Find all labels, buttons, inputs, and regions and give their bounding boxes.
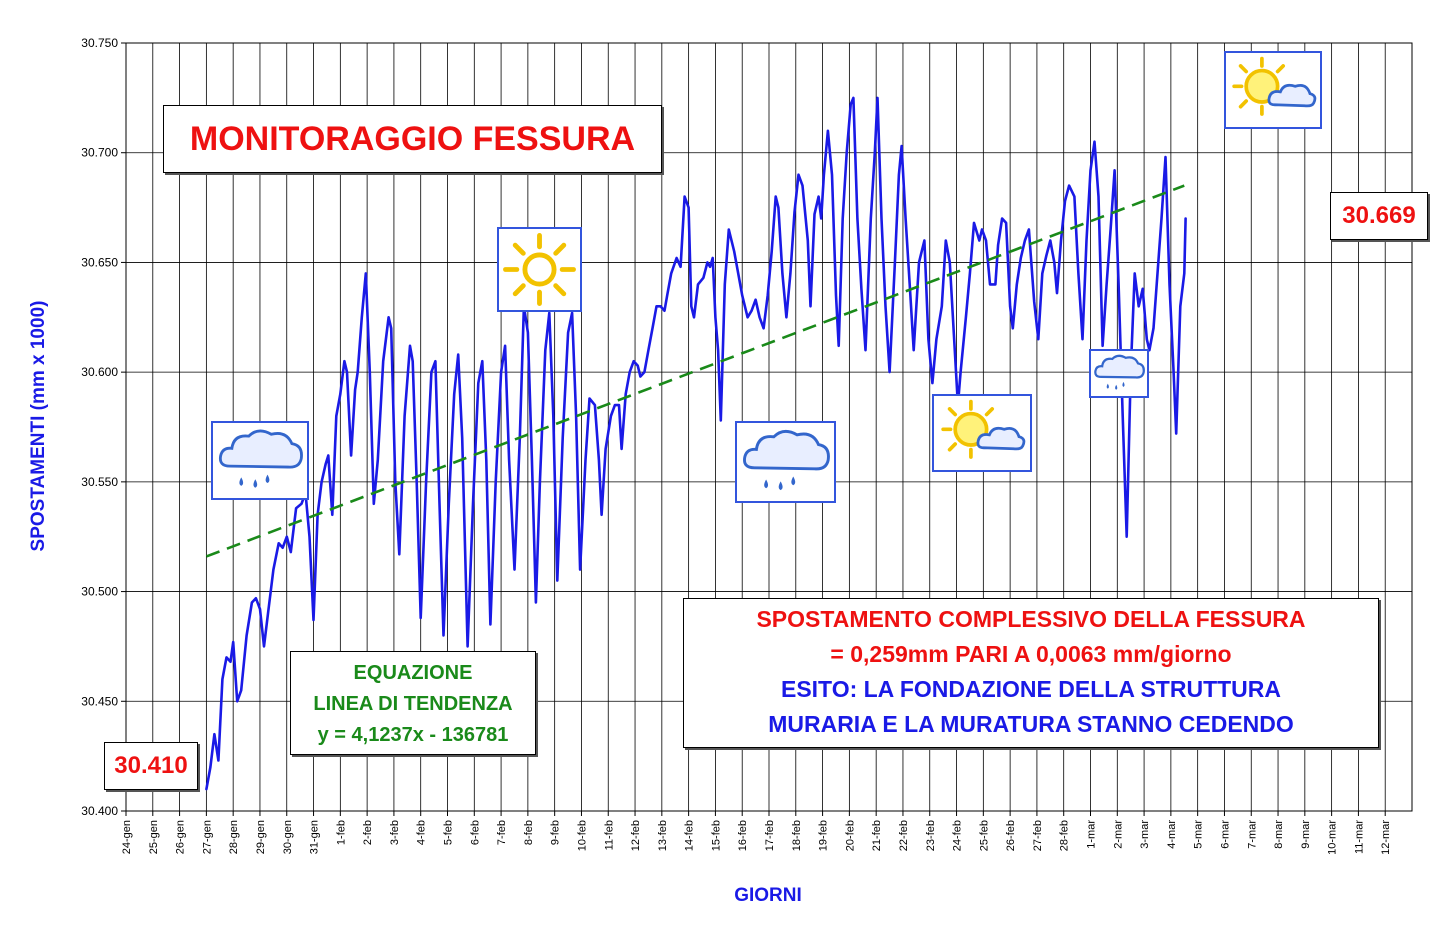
series-line-trend bbox=[205, 184, 1185, 558]
equation-line: y = 4,1237x - 136781 bbox=[317, 724, 509, 746]
x-tick-label: 6-feb bbox=[469, 820, 481, 845]
x-tick-label: 8-feb bbox=[523, 820, 535, 845]
x-tick-label: 23-feb bbox=[925, 820, 937, 851]
rain-cloud-icon bbox=[735, 421, 836, 503]
y-tick-label: 30.450 bbox=[81, 694, 118, 708]
result-line: ESITO: LA FONDAZIONE DELLA STRUTTURA bbox=[780, 676, 1281, 702]
result-line: MURARIA E LA MURATURA STANNO CEDENDO bbox=[768, 711, 1294, 737]
x-tick-label: 12-mar bbox=[1380, 820, 1392, 855]
x-tick-label: 27-gen bbox=[201, 820, 213, 854]
x-tick-label: 28-gen bbox=[228, 820, 240, 854]
equation-line: LINEA DI TENDENZA bbox=[313, 693, 513, 715]
x-tick-label: 26-gen bbox=[175, 820, 187, 854]
x-tick-label: 17-feb bbox=[764, 820, 776, 851]
x-tick-label: 29-gen bbox=[255, 820, 267, 854]
x-tick-label: 18-feb bbox=[791, 820, 803, 851]
sun-cloud-icon bbox=[932, 394, 1032, 472]
x-tick-label: 28-feb bbox=[1059, 820, 1071, 851]
sun-icon bbox=[497, 227, 582, 312]
chart-title: MONITORAGGIO FESSURA bbox=[163, 105, 662, 173]
start-value-label: 30.410 bbox=[104, 742, 198, 790]
x-tick-label: 6-mar bbox=[1219, 820, 1231, 849]
x-tick-label: 7-feb bbox=[496, 820, 508, 845]
x-tick-label: 3-mar bbox=[1139, 820, 1151, 849]
x-tick-label: 2-feb bbox=[362, 820, 374, 845]
x-tick-label: 1-mar bbox=[1086, 820, 1098, 849]
x-tick-label: 8-mar bbox=[1273, 820, 1285, 849]
y-tick-label: 30.550 bbox=[81, 475, 118, 489]
x-tick-label: 9-mar bbox=[1300, 820, 1312, 849]
y-tick-label: 30.400 bbox=[81, 804, 118, 818]
sun-cloud-icon bbox=[1224, 51, 1322, 129]
x-tick-label: 9-feb bbox=[550, 820, 562, 845]
x-tick-label: 10-mar bbox=[1327, 820, 1339, 855]
trendline-equation-box: EQUAZIONE LINEA DI TENDENZA y = 4,1237x … bbox=[290, 651, 536, 755]
y-tick-label: 30.750 bbox=[81, 36, 118, 50]
x-tick-label: 12-feb bbox=[630, 820, 642, 851]
x-tick-label: 4-mar bbox=[1166, 820, 1178, 849]
x-tick-label: 22-feb bbox=[898, 820, 910, 851]
equation-line: EQUAZIONE bbox=[353, 662, 473, 684]
x-tick-label: 27-feb bbox=[1032, 820, 1044, 851]
x-tick-label: 3-feb bbox=[389, 820, 401, 845]
y-tick-label: 30.650 bbox=[81, 255, 118, 269]
x-tick-label: 4-feb bbox=[416, 820, 428, 845]
result-line: SPOSTAMENTO COMPLESSIVO DELLA FESSURA bbox=[756, 606, 1306, 632]
rain-cloud-icon bbox=[1089, 349, 1149, 398]
x-tick-label: 5-feb bbox=[443, 820, 455, 845]
x-tick-label: 26-feb bbox=[1005, 820, 1017, 851]
x-tick-label: 2-mar bbox=[1112, 820, 1124, 849]
x-tick-label: 20-feb bbox=[844, 820, 856, 851]
x-tick-label: 11-feb bbox=[603, 820, 615, 850]
x-tick-label: 25-feb bbox=[978, 820, 990, 851]
x-tick-label: 5-mar bbox=[1193, 820, 1205, 849]
x-tick-label: 1-feb bbox=[335, 820, 347, 845]
x-tick-label: 16-feb bbox=[737, 820, 749, 851]
y-tick-label: 30.600 bbox=[81, 365, 118, 379]
x-tick-label: 19-feb bbox=[818, 820, 830, 851]
y-tick-label: 30.500 bbox=[81, 585, 118, 599]
y-axis-title: SPOSTAMENTI (mm x 1000) bbox=[28, 301, 49, 552]
x-tick-label: 25-gen bbox=[148, 820, 160, 854]
x-tick-label: 24-gen bbox=[121, 820, 133, 854]
x-tick-label: 31-gen bbox=[309, 820, 321, 854]
x-axis-ticks: 24-gen 25-gen 26-gen 27-gen 28-gen 29-gen 30-g… bbox=[121, 811, 1392, 855]
x-axis-title: GIORNI bbox=[734, 885, 802, 906]
result-box: SPOSTAMENTO COMPLESSIVO DELLA FESSURA = … bbox=[683, 598, 1379, 748]
x-tick-label: 13-feb bbox=[657, 820, 669, 851]
x-tick-label: 7-mar bbox=[1246, 820, 1258, 849]
x-tick-label: 15-feb bbox=[710, 820, 722, 851]
x-tick-label: 21-feb bbox=[871, 820, 883, 851]
x-tick-label: 30-gen bbox=[282, 820, 294, 854]
result-line: = 0,259mm PARI A 0,0063 mm/giorno bbox=[830, 641, 1232, 667]
x-tick-label: 11-mar bbox=[1353, 820, 1365, 854]
end-value-label: 30.669 bbox=[1330, 192, 1428, 240]
x-tick-label: 24-feb bbox=[952, 820, 964, 851]
y-tick-label: 30.700 bbox=[81, 146, 118, 160]
series-layer bbox=[205, 96, 1187, 791]
rain-cloud-icon bbox=[211, 421, 309, 500]
x-tick-label: 10-feb bbox=[576, 820, 588, 851]
y-axis-ticks: 30.400 30.450 30.500 30.550 30.600 30.650 30.7… bbox=[81, 36, 126, 818]
series-line-displacement bbox=[205, 96, 1187, 791]
x-tick-label: 14-feb bbox=[684, 820, 696, 851]
